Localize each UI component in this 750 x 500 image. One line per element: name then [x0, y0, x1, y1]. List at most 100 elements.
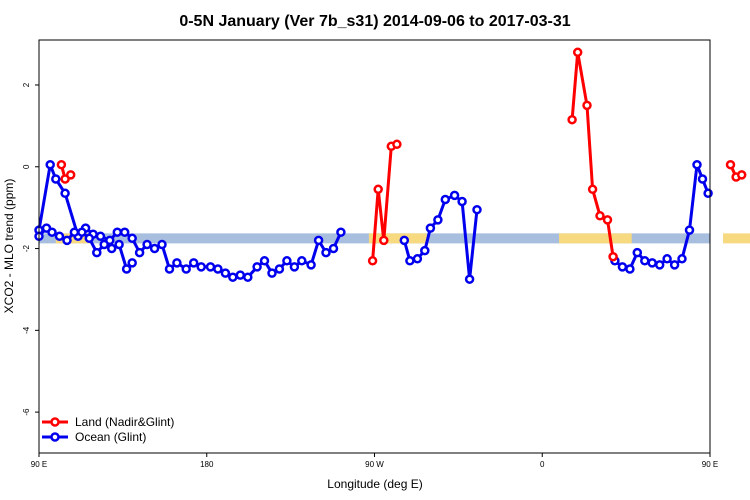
ocean-point	[112, 227, 123, 237]
ocean-point	[51, 174, 61, 184]
ocean-point	[172, 258, 182, 268]
ocean-point	[654, 260, 665, 270]
land-point	[373, 184, 383, 195]
ocean-point	[640, 256, 650, 266]
ocean-point	[84, 233, 95, 244]
x-tick-label: 0	[540, 460, 545, 469]
ocean-point	[252, 262, 262, 272]
ocean-point	[121, 264, 132, 274]
ocean-point	[114, 239, 124, 250]
ocean-point	[282, 256, 292, 266]
ocean-point	[142, 239, 152, 250]
ocean-series-line-2	[613, 163, 710, 271]
ocean-point	[60, 188, 70, 199]
x-tick-label: 180	[200, 460, 214, 469]
ocean-point	[259, 256, 270, 266]
x-tick-label: 90 W	[365, 460, 384, 469]
ocean-point	[77, 227, 87, 237]
ocean-point	[306, 260, 316, 270]
ocean-point	[196, 262, 206, 272]
ocean-point	[617, 262, 628, 272]
ocean-point	[412, 254, 423, 264]
ocean-point	[62, 235, 72, 246]
ocean-point	[228, 272, 238, 282]
ocean-point	[433, 215, 443, 225]
ocean-point	[69, 227, 80, 237]
ocean-point	[235, 270, 246, 280]
ocean-point	[119, 227, 130, 237]
legend-ocean-label: Ocean (Glint)	[75, 430, 146, 444]
ocean-point	[321, 247, 331, 258]
ocean-point	[684, 225, 695, 235]
ocean-point	[106, 243, 117, 254]
y-tick-label: -2	[22, 244, 31, 252]
ocean-point	[220, 268, 231, 278]
ocean-point	[405, 256, 415, 266]
ocean-point	[632, 247, 643, 258]
ocean-point	[647, 258, 657, 268]
ocean-point	[164, 264, 175, 274]
ocean-point	[47, 227, 57, 237]
land-point	[736, 170, 747, 180]
ocean-point	[45, 159, 55, 170]
series-layer	[34, 47, 747, 284]
land-series-line-2	[570, 50, 615, 257]
ocean-point	[697, 174, 708, 184]
x-axis: 90 E 180 90 W 0 90 E	[31, 453, 718, 469]
ocean-point	[692, 159, 702, 170]
land-point	[567, 114, 577, 125]
ocean-point	[188, 258, 199, 268]
land-point	[602, 215, 613, 225]
legend-land-marker	[50, 417, 60, 427]
x-tick-label: 90 E	[702, 460, 718, 469]
y-tick-label: 0	[22, 164, 31, 169]
ocean-point	[420, 245, 430, 256]
ocean-point	[662, 254, 672, 264]
land-point	[608, 251, 618, 262]
ocean-point	[328, 243, 339, 254]
ocean-point	[297, 256, 307, 266]
land-point	[65, 170, 76, 180]
land-point	[572, 47, 583, 58]
land-point	[587, 184, 598, 195]
ocean-point	[472, 204, 482, 215]
ocean-point	[54, 231, 65, 242]
y-tick-label: -4	[22, 326, 31, 334]
land-point	[595, 211, 605, 221]
ocean-point	[213, 264, 223, 274]
ocean-point	[127, 258, 137, 268]
legend-land-label: Land (Nadir&Glint)	[75, 415, 174, 429]
land-point	[582, 100, 592, 111]
ocean-point	[677, 254, 687, 264]
ocean-point	[399, 235, 410, 246]
ocean-point	[134, 247, 145, 258]
ocean-point	[92, 247, 102, 258]
ocean-point	[181, 264, 191, 274]
ocean-point	[289, 262, 300, 272]
ocean-point	[336, 227, 346, 237]
land-point	[379, 235, 389, 246]
y-tick-label: -6	[22, 408, 31, 416]
ocean-point	[99, 239, 109, 250]
chart-title: 0-5N January (Ver 7b_s31) 2014-09-06 to …	[179, 13, 570, 30]
land-point	[56, 159, 67, 170]
land-point	[392, 139, 402, 150]
ocean-point	[149, 243, 160, 254]
ocean-point	[464, 274, 475, 284]
x-tick-label: 90 E	[31, 460, 47, 469]
ocean-point	[457, 196, 467, 207]
land-point	[367, 256, 378, 266]
y-axis-label: XCO2 - MLO trend (ppm)	[2, 179, 16, 314]
y-tick-label: 2	[22, 82, 31, 87]
x-axis-label: Longitude (deg E)	[327, 477, 422, 491]
ocean-point	[127, 233, 137, 244]
ocean-point	[625, 264, 635, 274]
ocean-point	[669, 260, 680, 270]
y-axis: 2 0 -2 -4 -6	[22, 82, 39, 416]
legend-ocean-marker	[50, 432, 60, 442]
ocean-point	[425, 223, 436, 233]
legend: Land (Nadir&Glint)Ocean (Glint)	[42, 415, 174, 444]
land-point	[725, 159, 736, 170]
ocean-point	[205, 262, 216, 272]
